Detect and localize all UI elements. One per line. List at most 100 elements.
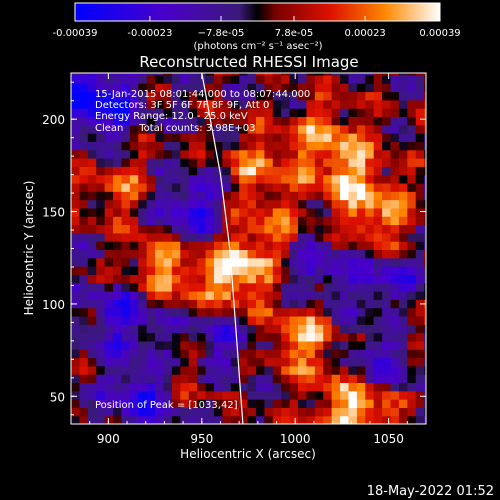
heatmap-cell xyxy=(138,124,148,134)
heatmap-cell xyxy=(365,174,375,184)
heatmap-cell xyxy=(398,324,408,334)
heatmap-cell xyxy=(155,216,165,226)
heatmap-cell xyxy=(272,332,282,342)
heatmap-cell xyxy=(138,83,148,93)
heatmap-cell xyxy=(121,282,131,292)
heatmap-cell xyxy=(205,299,215,309)
heatmap-cell xyxy=(113,224,123,234)
heatmap-cell xyxy=(230,365,240,375)
heatmap-cell xyxy=(180,207,190,217)
heatmap-cell xyxy=(213,249,223,259)
heatmap-cell xyxy=(197,216,207,226)
heatmap-cell xyxy=(113,83,123,93)
heatmap-cell xyxy=(171,141,181,151)
heatmap-cell xyxy=(188,116,198,126)
heatmap-cell xyxy=(264,174,274,184)
heatmap-cell xyxy=(87,332,97,342)
heatmap-cell xyxy=(407,141,417,151)
heatmap-cell xyxy=(129,299,139,309)
heatmap-cell xyxy=(79,149,89,159)
heatmap-cell xyxy=(247,108,257,118)
heatmap-cell xyxy=(407,374,417,384)
heatmap-cell xyxy=(356,157,366,167)
heatmap-cell xyxy=(272,290,282,300)
heatmap-cell xyxy=(340,141,350,151)
heatmap-cell xyxy=(239,365,249,375)
heatmap-cell xyxy=(213,216,223,226)
heatmap-cell xyxy=(255,191,265,201)
heatmap-cell xyxy=(155,340,165,350)
heatmap-cell xyxy=(163,257,173,267)
heatmap-cell xyxy=(247,73,257,76)
heatmap-cell xyxy=(171,299,181,309)
heatmap-cell xyxy=(205,249,215,259)
heatmap-cell xyxy=(213,357,223,367)
annotation-detectors: Detectors: 3F 5F 6F 7F 8F 9F, Att 0 xyxy=(95,100,269,111)
heatmap-cell xyxy=(129,382,139,392)
heatmap-cell xyxy=(146,407,156,417)
heatmap-cell xyxy=(113,382,123,392)
heatmap-cell xyxy=(323,224,333,234)
heatmap-cell xyxy=(113,340,123,350)
heatmap-cell xyxy=(138,315,148,325)
heatmap-cell xyxy=(306,415,316,424)
heatmap-cell xyxy=(365,307,375,317)
heatmap-cell xyxy=(298,399,308,408)
heatmap-cell xyxy=(113,257,123,267)
heatmap-cell xyxy=(71,374,81,384)
heatmap-cell xyxy=(356,249,366,259)
heatmap-cell xyxy=(197,108,207,118)
heatmap-cell xyxy=(213,374,223,384)
heatmap-cell xyxy=(222,374,232,384)
heatmap-cell xyxy=(373,382,383,392)
heatmap-cell xyxy=(205,207,215,217)
heatmap-cell xyxy=(331,207,341,217)
heatmap-cell xyxy=(197,290,207,300)
heatmap-cell xyxy=(272,324,282,334)
heatmap-cell xyxy=(163,116,173,126)
heatmap-cell xyxy=(129,374,139,384)
heatmap-cell xyxy=(79,415,89,424)
heatmap-cell xyxy=(87,282,97,292)
heatmap-cell xyxy=(205,357,215,367)
heatmap-cell xyxy=(155,249,165,259)
heatmap-cell xyxy=(323,182,333,192)
heatmap-cell xyxy=(87,216,97,226)
heatmap-cell xyxy=(373,116,383,126)
heatmap-cell xyxy=(163,73,173,76)
heatmap-cell xyxy=(415,99,425,109)
heatmap-cell xyxy=(272,374,282,384)
heatmap-cell xyxy=(415,174,425,184)
heatmap-cell xyxy=(180,274,190,284)
heatmap-cell xyxy=(180,257,190,267)
heatmap-cell xyxy=(71,124,81,134)
heatmap-cell xyxy=(213,133,223,142)
heatmap-cell xyxy=(289,365,299,375)
heatmap-cell xyxy=(298,157,308,167)
heatmap-cell xyxy=(407,83,417,93)
heatmap-cell xyxy=(129,249,139,259)
heatmap-cell xyxy=(230,199,240,209)
heatmap-cell xyxy=(314,124,324,134)
heatmap-cell xyxy=(104,91,114,101)
heatmap-cell xyxy=(121,191,131,201)
heatmap-cell xyxy=(390,224,400,234)
heatmap-cell xyxy=(272,166,282,176)
heatmap-cell xyxy=(373,324,383,334)
heatmap-cell xyxy=(272,257,282,267)
heatmap-cell xyxy=(121,407,131,417)
heatmap-cell xyxy=(71,315,81,325)
heatmap-cell xyxy=(306,232,316,242)
heatmap-cell xyxy=(382,282,392,292)
heatmap-cell xyxy=(230,166,240,176)
heatmap-cell xyxy=(306,216,316,226)
heatmap-cell xyxy=(281,133,291,142)
heatmap-cell xyxy=(87,407,97,417)
heatmap-cell xyxy=(365,83,375,93)
heatmap-cell xyxy=(255,224,265,234)
heatmap-cell xyxy=(222,108,232,118)
heatmap-cell xyxy=(104,357,114,367)
heatmap-cell xyxy=(264,357,274,367)
heatmap-cell xyxy=(213,99,223,109)
heatmap-cell xyxy=(306,299,316,309)
